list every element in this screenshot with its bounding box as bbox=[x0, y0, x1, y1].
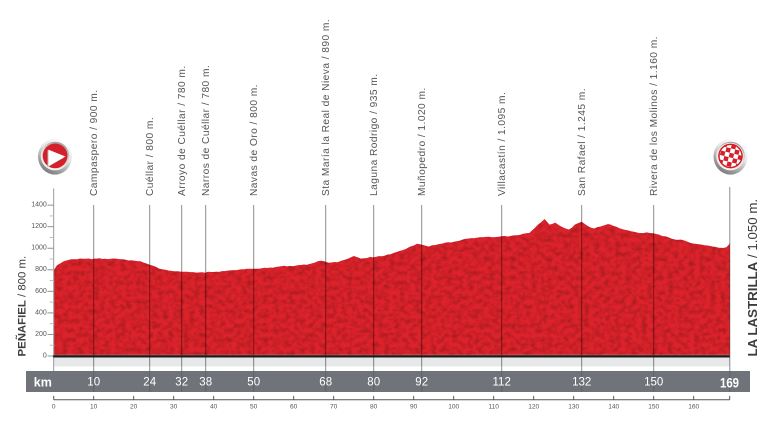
svg-text:Narros de Cuéllar / 780 m.: Narros de Cuéllar / 780 m. bbox=[201, 65, 212, 196]
svg-text:80: 80 bbox=[370, 404, 378, 411]
svg-text:50: 50 bbox=[250, 404, 258, 411]
svg-text:800: 800 bbox=[35, 266, 47, 273]
svg-text:32: 32 bbox=[175, 377, 188, 389]
svg-text:Arroyo de Cuéllar / 780 m.: Arroyo de Cuéllar / 780 m. bbox=[177, 65, 188, 196]
svg-text:0: 0 bbox=[52, 404, 56, 411]
svg-text:90: 90 bbox=[410, 404, 418, 411]
svg-text:Navas de Oro / 800 m.: Navas de Oro / 800 m. bbox=[249, 84, 260, 196]
svg-text:Cuéllar / 800 m.: Cuéllar / 800 m. bbox=[145, 117, 156, 196]
svg-text:110: 110 bbox=[488, 404, 499, 411]
svg-text:600: 600 bbox=[35, 288, 47, 295]
svg-text:112: 112 bbox=[493, 377, 511, 389]
svg-text:PEÑAFIEL / 800 m.: PEÑAFIEL / 800 m. bbox=[16, 256, 29, 357]
svg-text:80: 80 bbox=[367, 377, 380, 389]
svg-text:100: 100 bbox=[448, 404, 459, 411]
svg-text:Laguna Rodrigo / 935 m.: Laguna Rodrigo / 935 m. bbox=[369, 74, 380, 197]
svg-text:38: 38 bbox=[199, 377, 212, 389]
svg-text:Muñopedro / 1.020 m.: Muñopedro / 1.020 m. bbox=[417, 87, 428, 196]
svg-text:1400: 1400 bbox=[31, 202, 47, 209]
svg-text:1000: 1000 bbox=[31, 245, 47, 252]
svg-text:68: 68 bbox=[319, 377, 332, 389]
svg-text:92: 92 bbox=[415, 377, 428, 389]
svg-text:50: 50 bbox=[247, 377, 260, 389]
svg-text:km: km bbox=[34, 375, 52, 389]
svg-text:132: 132 bbox=[572, 377, 591, 389]
svg-text:20: 20 bbox=[130, 404, 138, 411]
svg-text:150: 150 bbox=[644, 377, 663, 389]
svg-text:Campaspero / 900 m.: Campaspero / 900 m. bbox=[89, 89, 100, 196]
svg-text:169: 169 bbox=[720, 375, 739, 391]
svg-text:Rivera de los Molinos / 1.160: Rivera de los Molinos / 1.160 m. bbox=[649, 36, 660, 196]
svg-text:0: 0 bbox=[43, 352, 47, 359]
svg-text:130: 130 bbox=[568, 404, 579, 411]
svg-text:40: 40 bbox=[210, 404, 218, 411]
svg-text:24: 24 bbox=[143, 377, 156, 389]
svg-text:LA LASTRILLA / 1.050 m.: LA LASTRILLA / 1.050 m. bbox=[745, 199, 760, 357]
svg-text:400: 400 bbox=[35, 309, 47, 316]
svg-text:1200: 1200 bbox=[31, 223, 47, 230]
svg-text:160: 160 bbox=[688, 404, 699, 411]
svg-text:150: 150 bbox=[648, 404, 659, 411]
svg-text:Sta María la Real de Nieva / 8: Sta María la Real de Nieva / 890 m. bbox=[321, 19, 332, 196]
svg-text:San Rafael / 1.245 m.: San Rafael / 1.245 m. bbox=[577, 88, 588, 196]
svg-text:60: 60 bbox=[290, 404, 298, 411]
svg-text:200: 200 bbox=[35, 331, 47, 338]
svg-text:10: 10 bbox=[87, 377, 100, 389]
svg-text:140: 140 bbox=[608, 404, 619, 411]
svg-text:120: 120 bbox=[528, 404, 539, 411]
svg-text:30: 30 bbox=[170, 404, 178, 411]
svg-text:10: 10 bbox=[90, 404, 98, 411]
svg-text:Villacastín / 1.095 m.: Villacastín / 1.095 m. bbox=[497, 92, 508, 196]
svg-text:70: 70 bbox=[330, 404, 338, 411]
